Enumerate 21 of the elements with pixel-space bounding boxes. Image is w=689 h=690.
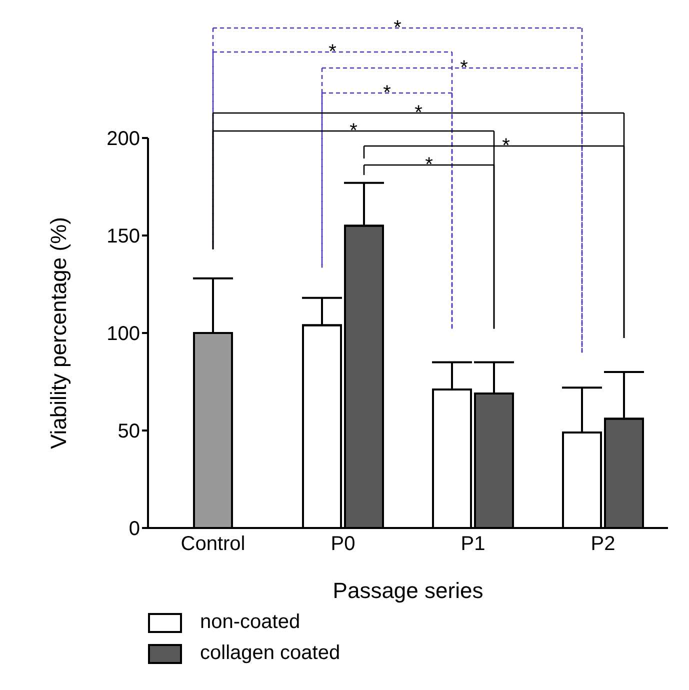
legend-label: collagen coated [200,642,340,665]
y-tick-label: 100 [106,323,140,346]
annotation: * [425,154,434,176]
text: * [328,41,337,63]
x-tick-label: Control [180,533,246,556]
x-tick-label: P1 [460,533,486,556]
text: * [460,57,468,79]
x-axis-title: Passage series [332,578,484,603]
y-tick-label: 200 [106,128,140,150]
y-tick-label: 0 [128,518,140,540]
x-tick-label: P2 [590,533,616,556]
y-tick-label: 50 [118,420,140,443]
text: * [383,82,392,104]
annotation: * [350,120,358,142]
text: * [394,17,402,39]
x-tick-label: P0 [330,533,356,556]
text: * [414,102,423,124]
legend-label: non-coated [200,611,300,634]
annotation: * [502,135,510,157]
y-tick-label: 150 [106,226,140,248]
y-axis-title: Viability percentage (%) [46,217,71,449]
